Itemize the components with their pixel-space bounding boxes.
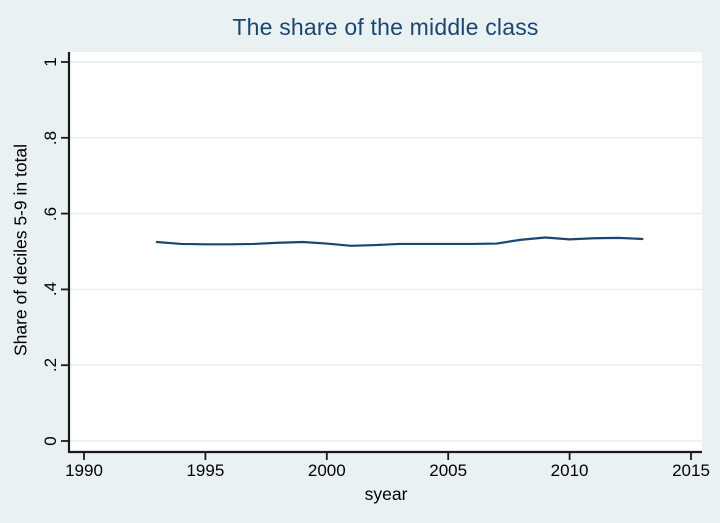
x-tick-label: 2000 — [307, 461, 346, 480]
trend-line — [155, 236, 644, 247]
x-tick-label: 2015 — [672, 461, 710, 480]
x-tick-label: 2005 — [429, 461, 468, 480]
y-axis-title: Share of deciles 5-9 in total — [10, 143, 31, 357]
y-tick-label: 0 — [41, 436, 60, 446]
plot-svg — [61, 52, 702, 460]
y-tick-label: .2 — [41, 358, 60, 373]
x-axis-title: syear — [364, 484, 408, 504]
y-tick-label: .4 — [41, 282, 60, 297]
x-tick-label: 2010 — [550, 461, 589, 480]
y-tick-label: .8 — [41, 130, 60, 145]
y-tick-label: .6 — [41, 206, 60, 221]
x-tick-label: 1995 — [186, 461, 225, 480]
x-tick-label: 1990 — [65, 461, 103, 480]
plot-area — [61, 52, 702, 460]
chart-title: The share of the middle class — [232, 14, 539, 40]
y-tick-label: 1 — [41, 57, 60, 67]
